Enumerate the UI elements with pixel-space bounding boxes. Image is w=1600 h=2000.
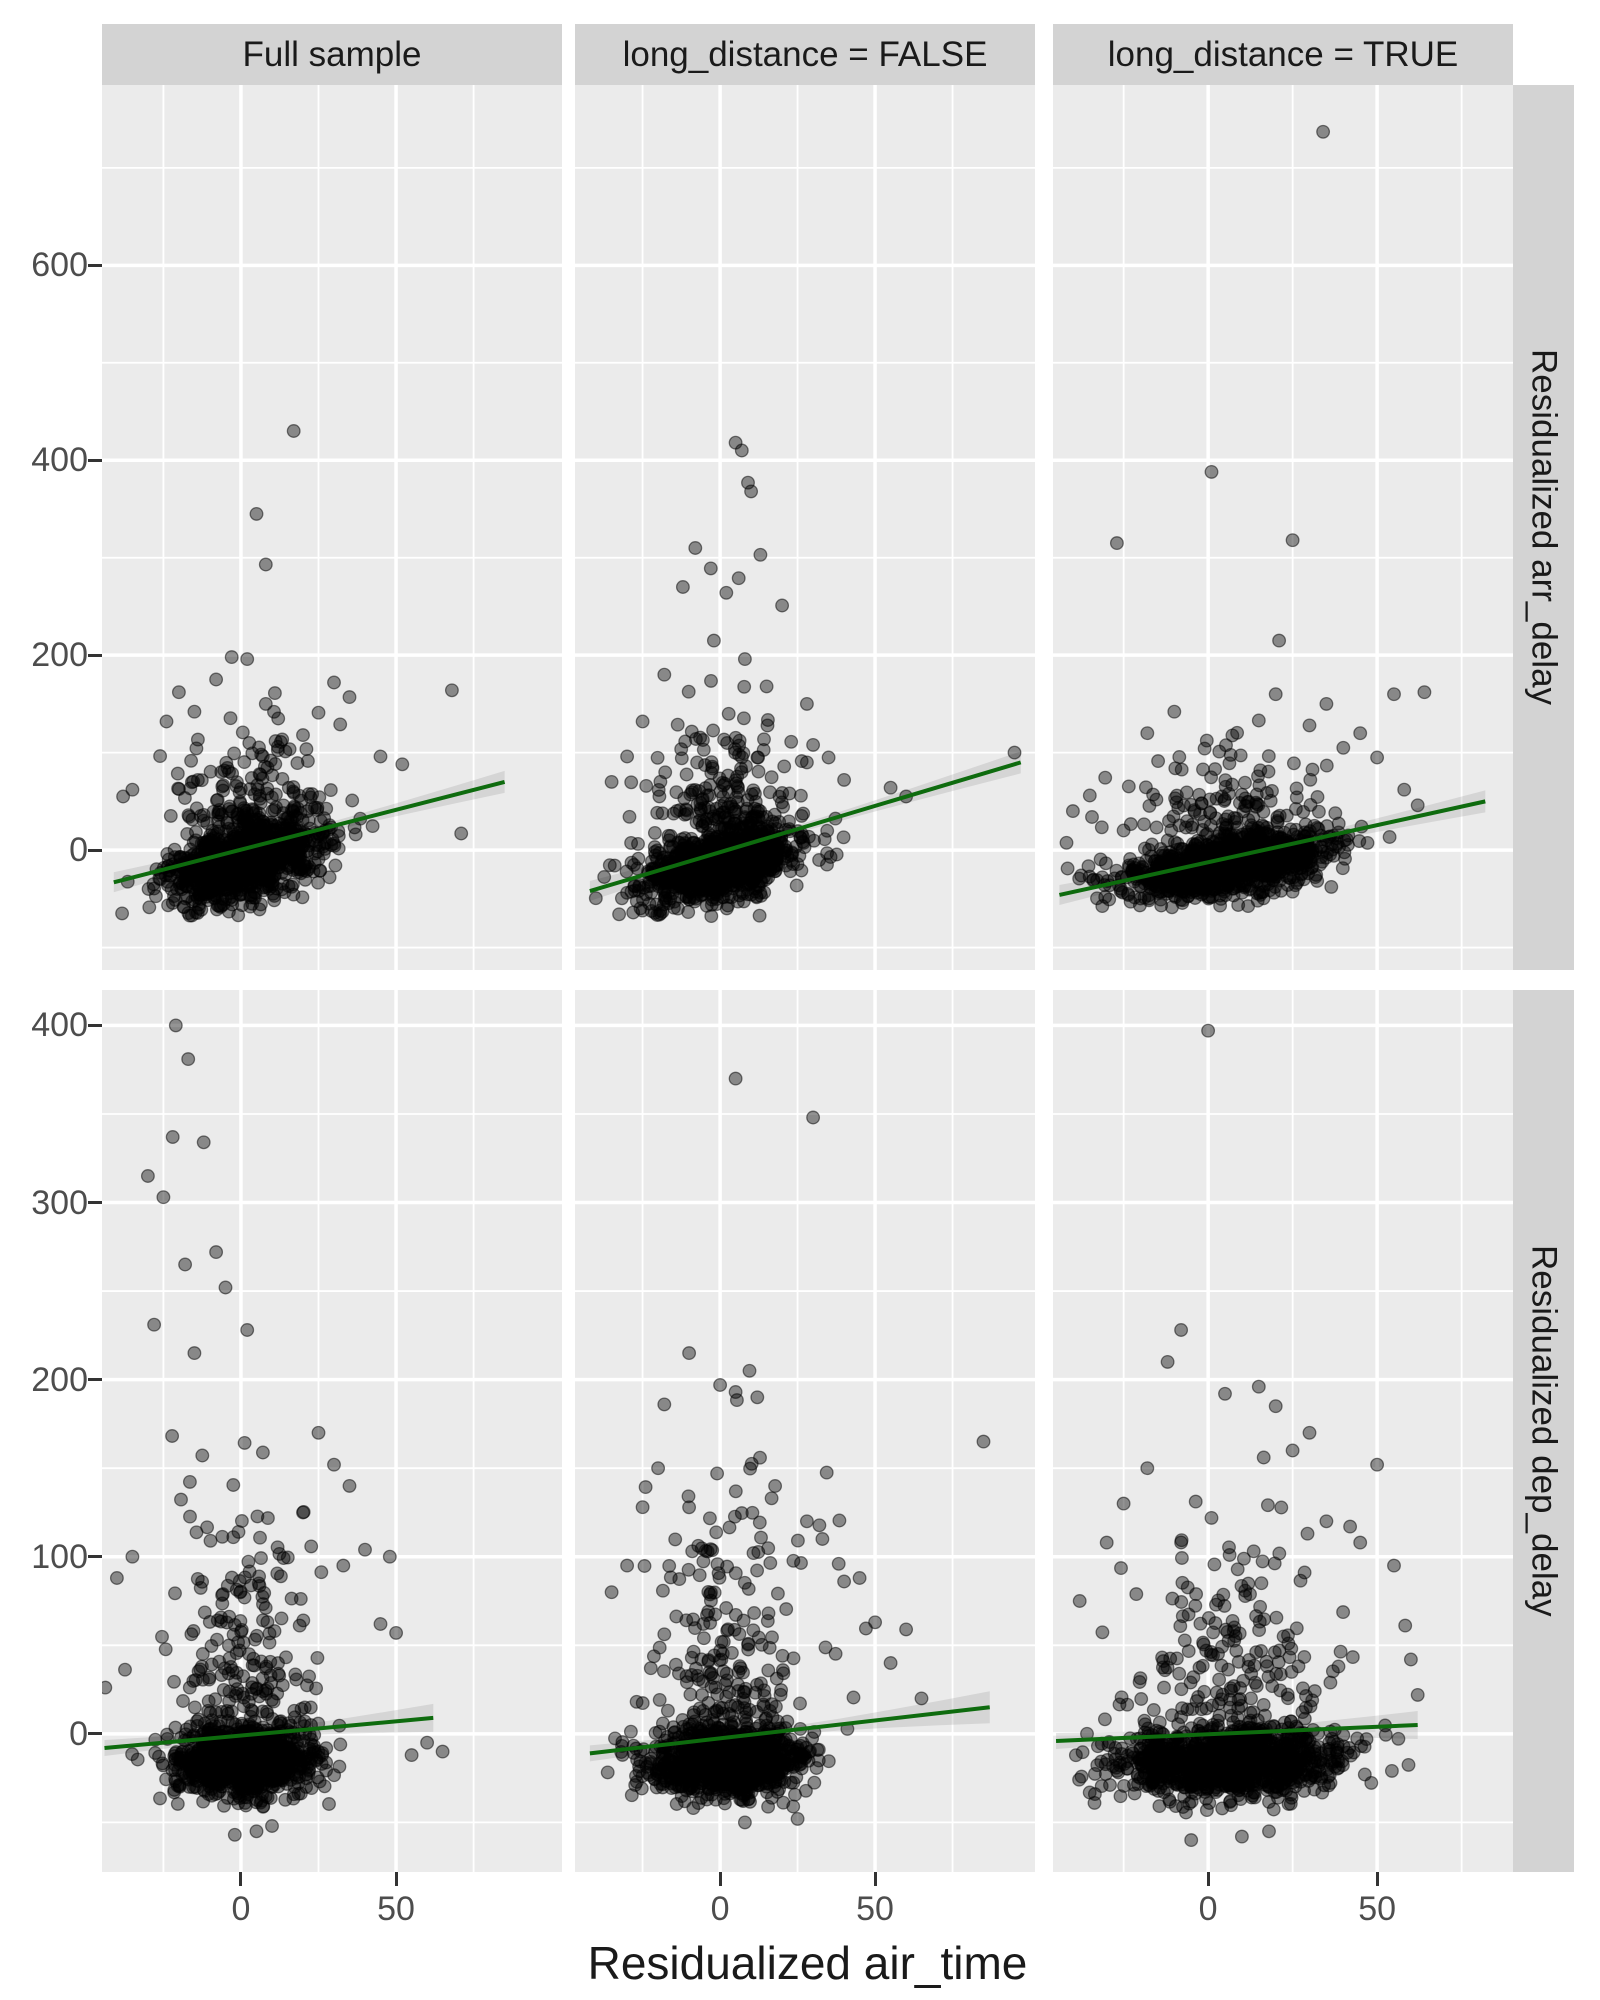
facet-strip-long-distance-false: long_distance = FALSE [575,24,1035,85]
y-axis-tick-label: 400 [31,441,88,480]
data-points [115,424,469,923]
x-axis-tick-mark [718,1872,722,1886]
x-axis-tick-mark [873,1872,877,1886]
trend-line [1058,799,1486,897]
x-axis-tick-mark [394,1872,398,1886]
y-axis-tick-label: 200 [31,636,88,675]
x-axis-tick-label: 50 [1358,1890,1397,1928]
major-gridlines [1053,85,1513,970]
trend-line [104,1715,434,1751]
facet-strip-label: Residualized arr_delay [1524,349,1564,706]
y-axis-tick-mark [88,1555,102,1559]
y-axis-tick-label: 100 [31,1537,88,1576]
facet-strip-label: long_distance = FALSE [622,34,988,74]
facet-strip-full-sample: Full sample [102,24,562,85]
major-gridlines [575,990,1035,1872]
panel-2-1 [1053,990,1513,1872]
x-axis-tick-label: 50 [856,1890,894,1928]
x-axis-tick-label: 0 [1198,1890,1218,1928]
x-axis-tick-mark [1375,1872,1379,1886]
y-axis-tick-label: 0 [69,831,88,870]
data-points [1068,1023,1425,1848]
y-axis-tick-mark [88,1023,102,1027]
panel-0-0 [102,85,562,970]
minor-gridlines [102,85,562,970]
x-axis-tick-label: 50 [377,1890,415,1928]
y-axis-tick-mark [88,653,102,657]
facet-strip-arr-delay: Residualized arr_delay [1513,85,1574,970]
panel-1-0 [575,85,1035,970]
x-axis-title: Residualized air_time [587,1937,1028,1989]
data-points [588,435,1022,924]
y-axis-tick-label: 400 [31,1006,88,1045]
facet-strip-dep-delay: Residualized dep_delay [1513,990,1574,1872]
y-axis-tick-mark [88,458,102,462]
trend-line [113,779,506,885]
panel-1-1 [575,990,1035,1872]
panel-0-1 [102,990,562,1872]
y-axis-tick-label: 300 [31,1183,88,1222]
y-axis-tick-mark [88,848,102,852]
major-gridlines [102,990,562,1872]
facet-strip-label: long_distance = TRUE [1107,34,1459,74]
y-axis-tick-mark [88,1201,102,1205]
x-axis-tick-mark [1206,1872,1210,1886]
y-axis-tick-mark [88,1378,102,1382]
x-axis-tick-label: 0 [231,1890,251,1928]
minor-gridlines [1053,990,1513,1872]
minor-gridlines [575,85,1035,970]
facet-strip-long-distance-true: long_distance = TRUE [1053,24,1513,85]
y-axis-tick-label: 0 [69,1714,88,1753]
panel-2-0 [1053,85,1513,970]
x-axis-tick-mark [239,1872,243,1886]
trend-line [589,760,1022,893]
facet-strip-label: Residualized dep_delay [1524,1245,1564,1617]
facet-strip-label: Full sample [242,34,422,74]
minor-gridlines [102,990,562,1872]
trend-line [1055,1723,1418,1743]
y-axis-tick-mark [88,1732,102,1736]
y-axis-tick-mark [88,263,102,267]
data-points [102,1018,450,1842]
minor-gridlines [575,990,1035,1872]
y-axis-tick-label: 200 [31,1360,88,1399]
trend-line [589,1705,990,1756]
minor-gridlines [1053,85,1513,970]
y-axis-tick-label: 600 [31,246,88,285]
x-axis-tick-label: 0 [710,1890,730,1928]
